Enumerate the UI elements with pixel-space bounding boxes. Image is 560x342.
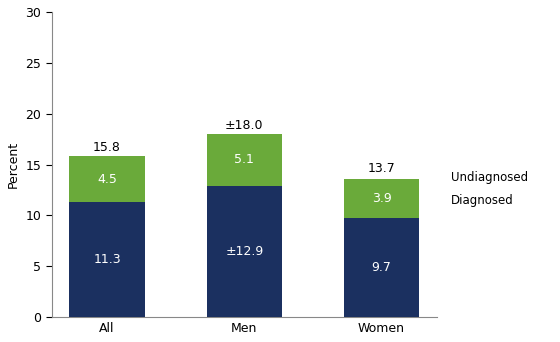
Text: 3.9: 3.9 [372, 192, 391, 205]
Bar [69, 156, 145, 202]
Bar [207, 134, 282, 186]
Text: ±12.9: ±12.9 [225, 245, 263, 258]
Text: 15.8: 15.8 [93, 141, 121, 154]
Bar [207, 186, 282, 317]
Text: 9.7: 9.7 [372, 261, 391, 274]
Text: 4.5: 4.5 [97, 173, 117, 186]
Bar [344, 179, 419, 219]
Text: ±18.0: ±18.0 [225, 118, 264, 132]
Legend: Undiagnosed, Diagnosed: Undiagnosed, Diagnosed [446, 167, 533, 211]
Bar [69, 202, 145, 317]
Y-axis label: Percent: Percent [7, 141, 20, 188]
Text: 13.7: 13.7 [368, 162, 395, 175]
Text: 11.3: 11.3 [93, 253, 121, 266]
Text: 5.1: 5.1 [234, 154, 254, 167]
Bar [344, 219, 419, 317]
